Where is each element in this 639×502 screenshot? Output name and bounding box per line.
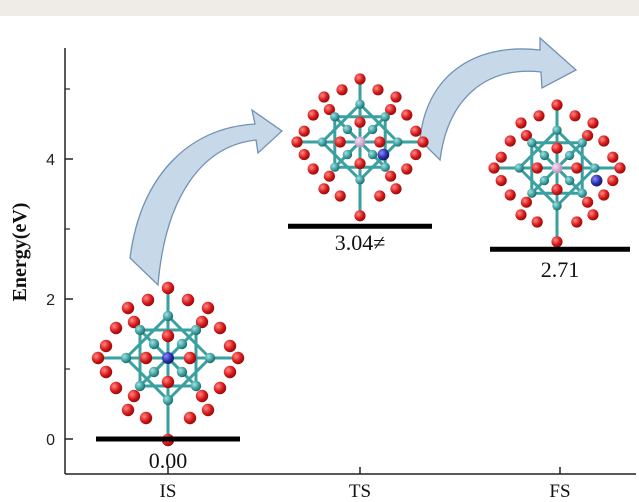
y-tick-label: 0 — [46, 432, 55, 449]
category-label-ts: TS — [349, 481, 371, 502]
value-label-fs: 2.71 — [541, 257, 580, 282]
category-label-is: IS — [160, 481, 177, 502]
y-axis-title: Energy(eV) — [9, 203, 31, 302]
axes — [64, 48, 636, 475]
value-label-is: 0.00 — [149, 448, 188, 473]
cluster-molecule-is — [91, 281, 245, 447]
value-labels: 0.00 3.04≠ 2.71 — [149, 230, 580, 473]
y-ticks: 0 2 4 — [46, 88, 73, 449]
top-strip — [0, 0, 639, 16]
energy-levels — [96, 223, 630, 442]
cluster-molecule-fs — [488, 99, 626, 248]
y-tick-label: 2 — [46, 292, 55, 309]
cluster-molecule-ts — [291, 73, 429, 222]
arrow-is-to-ts — [129, 108, 284, 287]
transition-arrows — [129, 36, 578, 287]
x-ticks: IS TS FS — [160, 467, 571, 502]
y-tick-label: 4 — [46, 152, 55, 169]
category-label-fs: FS — [549, 481, 570, 502]
value-label-ts: 3.04≠ — [335, 230, 386, 255]
arrow-ts-to-fs — [419, 36, 578, 162]
